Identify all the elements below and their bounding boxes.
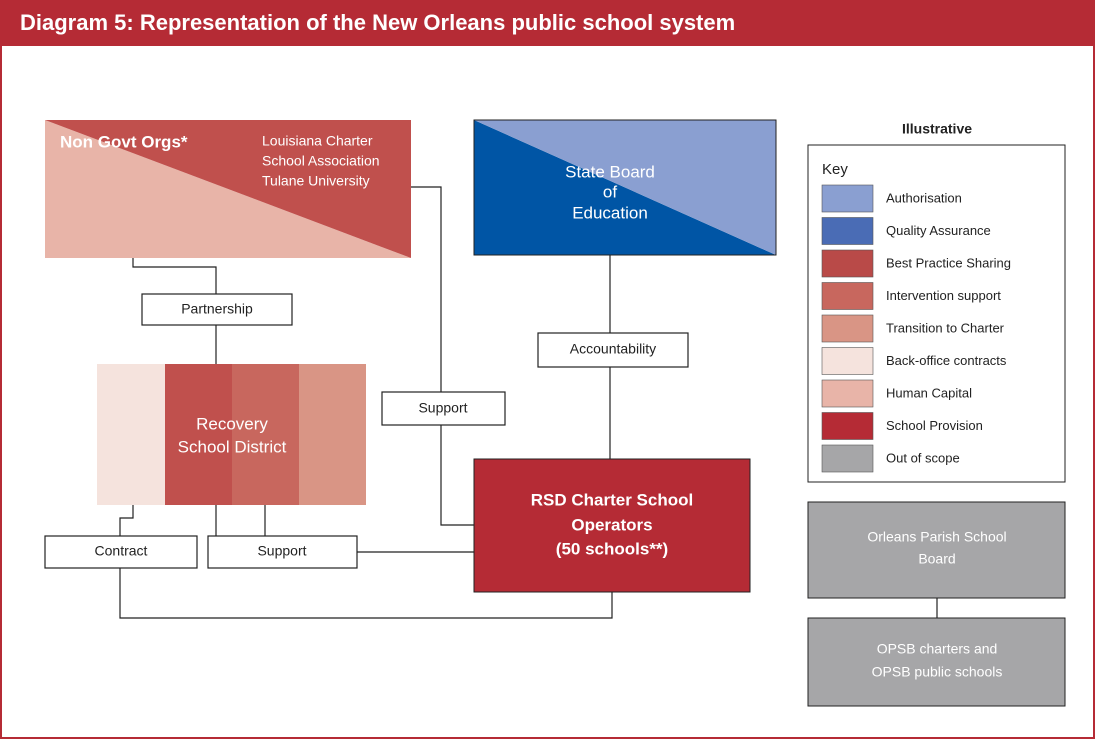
key-swatch — [821, 184, 874, 213]
opsb-schools-line: OPSB charters and — [877, 641, 998, 657]
key-label: School Provision — [886, 418, 983, 433]
opsb-line: Orleans Parish School — [867, 529, 1006, 545]
ngo-member: Louisiana Charter — [262, 133, 373, 149]
edge-labels: Partnership Accountability Support Contr… — [44, 293, 689, 569]
opsb-line: Board — [918, 551, 955, 567]
state-board-line: of — [603, 182, 617, 201]
key-label: Quality Assurance — [886, 223, 991, 238]
key-swatch — [821, 444, 874, 473]
key-items: Authorisation Quality Assurance Best Pract… — [821, 184, 1011, 473]
ngo-node: Non Govt Orgs* Louisiana Charter School … — [45, 120, 411, 258]
ngo-member: School Association — [262, 153, 380, 169]
header-bar — [0, 0, 1095, 46]
opsb-schools-line: OPSB public schools — [872, 664, 1003, 680]
state-board-line: State Board — [565, 162, 655, 181]
opsb-node: Orleans Parish School Board — [807, 501, 1066, 599]
operators-node: RSD Charter School Operators (50 schools… — [473, 458, 751, 593]
key-label: Back-office contracts — [886, 353, 1007, 368]
key-label: Authorisation — [886, 190, 962, 205]
edge-label: Partnership — [181, 301, 253, 317]
key-title: Key — [822, 161, 848, 178]
edge-label: Support — [418, 400, 467, 416]
edge-label: Accountability — [570, 341, 656, 357]
operators-line: RSD Charter School — [531, 490, 693, 509]
connectors — [119, 186, 938, 619]
opsb-schools-node: OPSB charters and OPSB public schools — [807, 617, 1066, 707]
state-board-node: State Board of Education — [473, 119, 777, 256]
edge-label: Contract — [95, 543, 148, 559]
key-label: Intervention support — [886, 288, 1001, 303]
edge-label: Support — [257, 543, 306, 559]
key-label: Out of scope — [886, 450, 960, 465]
key-note: Illustrative — [902, 121, 972, 137]
ngo-member: Tulane University — [262, 173, 370, 189]
title: Diagram 5: Representation of the New Orl… — [20, 10, 735, 35]
key-label: Human Capital — [886, 385, 972, 400]
key-swatch — [821, 412, 874, 440]
key-swatch — [821, 282, 874, 310]
operators-line: Operators — [571, 515, 652, 534]
key-label: Transition to Charter — [886, 320, 1005, 335]
key-swatch — [821, 379, 874, 408]
key-swatch — [821, 249, 874, 278]
rsd-node: Recovery School District — [97, 364, 366, 505]
key-label: Best Practice Sharing — [886, 255, 1011, 270]
key-swatch — [821, 347, 874, 375]
rsd-line: School District — [178, 437, 287, 456]
key-swatch — [821, 314, 874, 343]
operators-line: (50 schools**) — [556, 539, 668, 558]
state-board-line: Education — [572, 203, 648, 222]
ngo-label: Non Govt Orgs* — [60, 132, 188, 151]
key-swatch — [821, 217, 874, 245]
rsd-line: Recovery — [196, 414, 268, 433]
